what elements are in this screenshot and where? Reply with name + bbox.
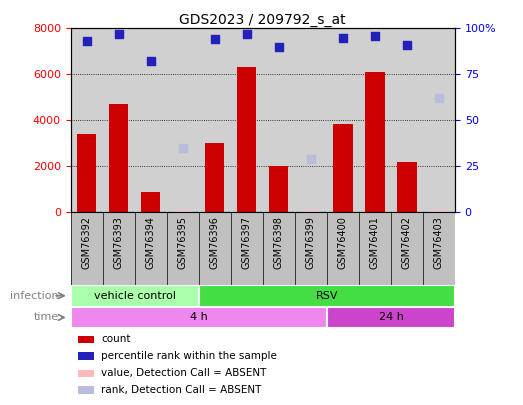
Text: GSM76395: GSM76395 [178, 216, 188, 269]
Text: vehicle control: vehicle control [94, 291, 176, 301]
Point [403, 42, 411, 48]
Text: time: time [34, 313, 59, 322]
Bar [78, 386, 94, 394]
Bar [141, 192, 160, 212]
Text: infection: infection [10, 291, 59, 301]
Text: GSM76396: GSM76396 [210, 216, 220, 269]
Point [83, 38, 91, 45]
Bar [173, 211, 192, 212]
Text: value, Detection Call = ABSENT: value, Detection Call = ABSENT [101, 369, 267, 378]
Bar [429, 211, 449, 212]
Bar [78, 352, 94, 360]
Point [115, 31, 123, 37]
Text: percentile rank within the sample: percentile rank within the sample [101, 351, 277, 361]
Point [146, 58, 155, 65]
Bar [78, 336, 94, 343]
Text: GSM76403: GSM76403 [434, 216, 444, 269]
Point [306, 156, 315, 162]
Text: GSM76392: GSM76392 [82, 216, 92, 269]
Point [243, 31, 251, 37]
Text: GSM76397: GSM76397 [242, 216, 252, 269]
Bar [71, 307, 327, 328]
Bar [365, 72, 384, 212]
Text: GSM76398: GSM76398 [274, 216, 284, 269]
Title: GDS2023 / 209792_s_at: GDS2023 / 209792_s_at [179, 13, 346, 27]
Text: GSM76400: GSM76400 [338, 216, 348, 269]
Bar [301, 211, 321, 212]
Bar [78, 370, 94, 377]
Bar [269, 166, 288, 212]
Text: RSV: RSV [315, 291, 338, 301]
Text: count: count [101, 334, 131, 344]
Bar [397, 162, 416, 212]
Point [178, 145, 187, 151]
Text: GSM76402: GSM76402 [402, 216, 412, 269]
Bar [109, 104, 128, 212]
Text: 24 h: 24 h [379, 313, 403, 322]
Text: GSM76401: GSM76401 [370, 216, 380, 269]
Text: 4 h: 4 h [190, 313, 208, 322]
Bar [333, 124, 353, 212]
Point [275, 43, 283, 50]
Text: rank, Detection Call = ABSENT: rank, Detection Call = ABSENT [101, 385, 262, 395]
Text: GSM76399: GSM76399 [306, 216, 316, 269]
Point [211, 36, 219, 43]
Bar [237, 67, 256, 212]
Bar [199, 285, 455, 307]
Point [339, 34, 347, 41]
Bar [77, 134, 96, 212]
Point [435, 95, 443, 102]
Point [371, 32, 379, 39]
Text: GSM76393: GSM76393 [113, 216, 123, 269]
Bar [205, 143, 224, 212]
Text: GSM76394: GSM76394 [146, 216, 156, 269]
Bar [71, 285, 199, 307]
Bar [327, 307, 455, 328]
